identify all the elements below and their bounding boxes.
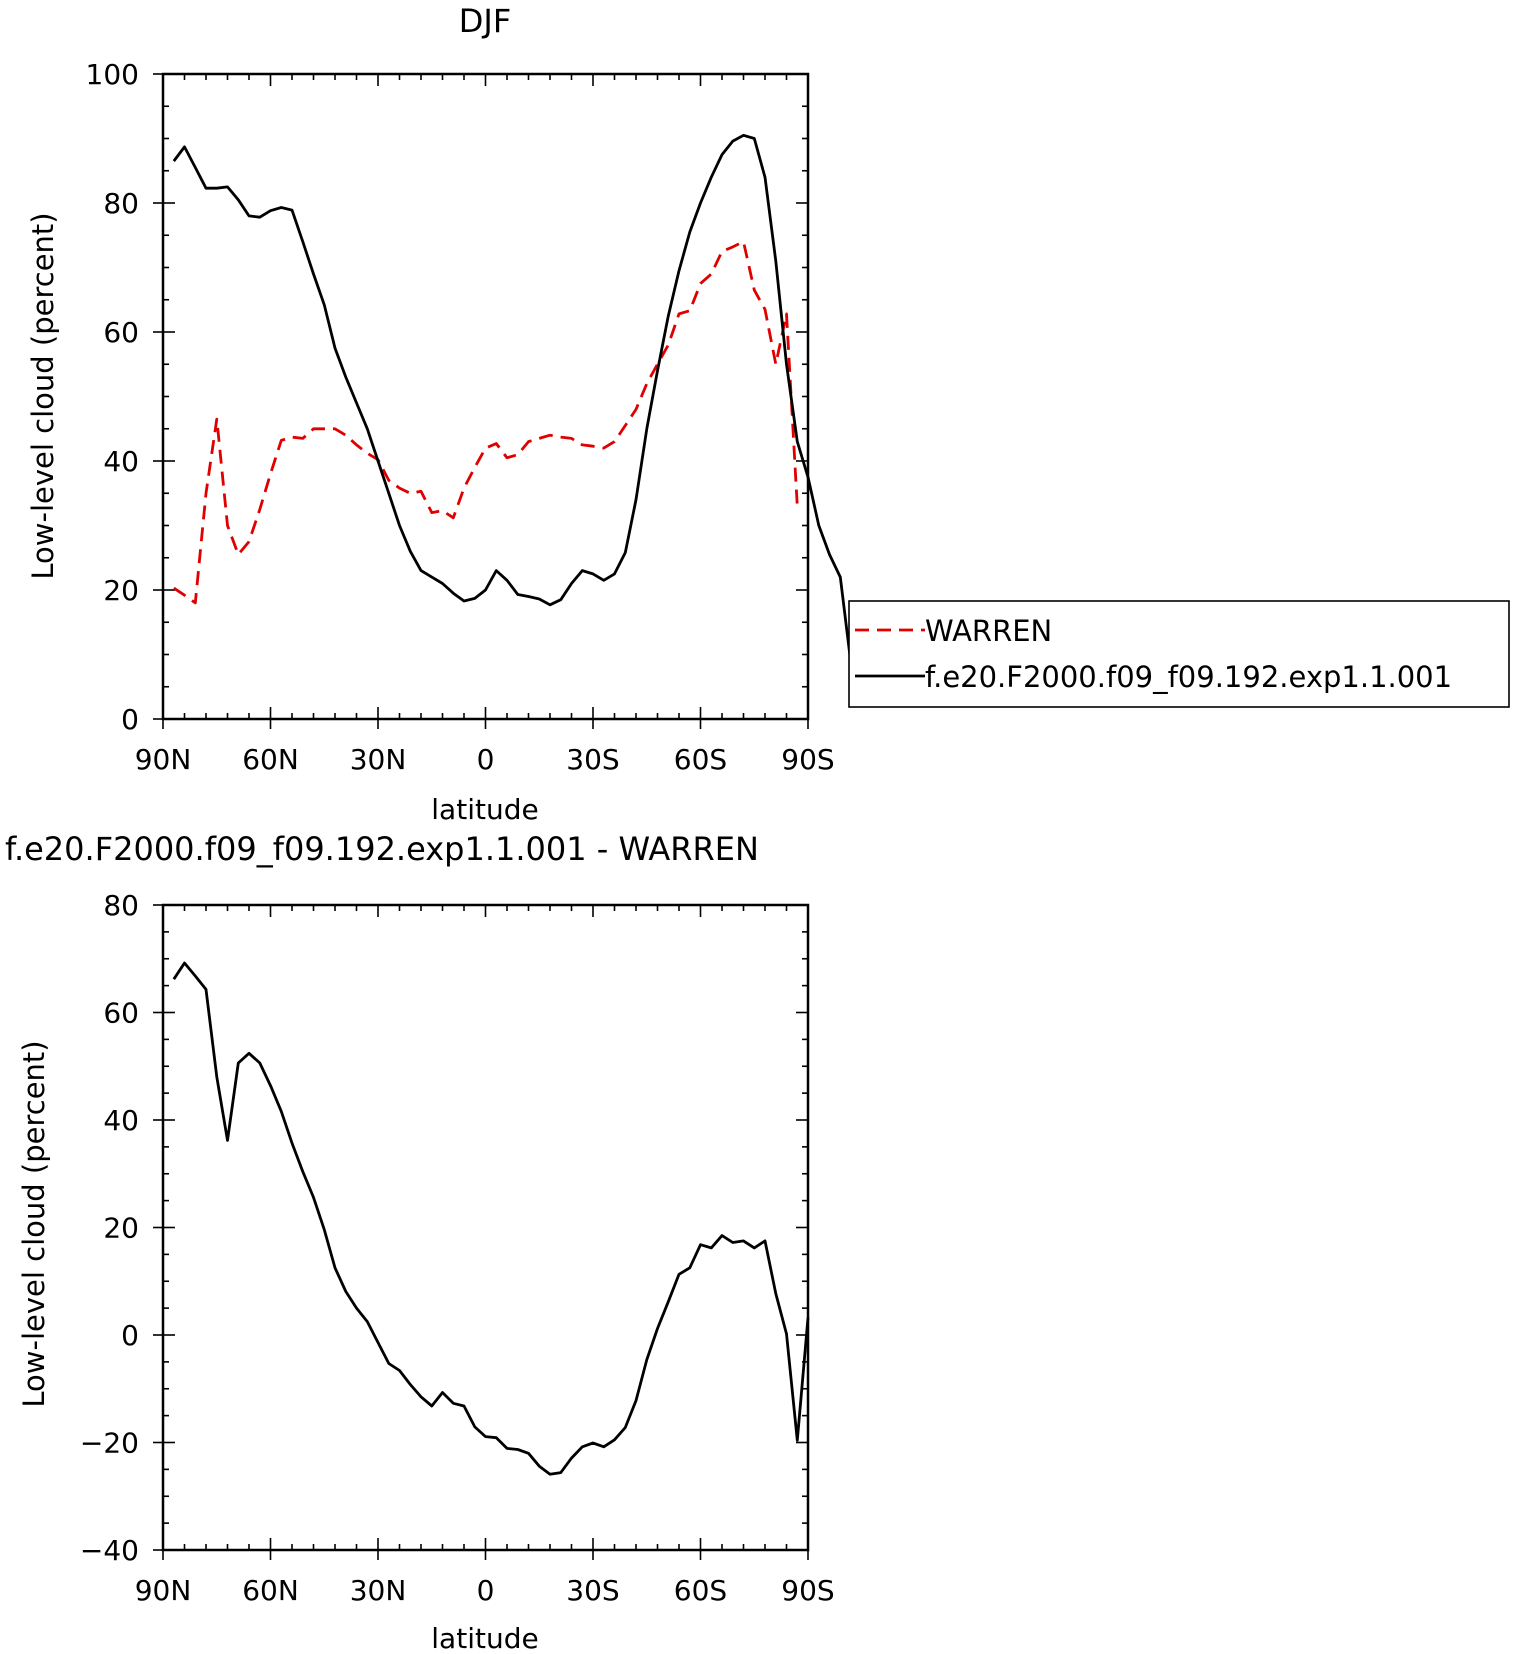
top-y-tick-label: 60	[103, 316, 139, 349]
top-x-tick-label: 60N	[242, 743, 299, 776]
bottom-x-tick-label: 30S	[566, 1574, 619, 1607]
bottom-y-tick-label: −20	[80, 1427, 139, 1460]
top-panel: DJF 0 20 40 60 80 100 90N 60N 30N 0 30S 60S 90S Low…	[26, 2, 1510, 826]
bottom-y-axis-label: Low-level cloud (percent)	[17, 1040, 51, 1407]
bottom-x-tick-label: 90S	[781, 1574, 834, 1607]
legend-label-warren: WARREN	[925, 614, 1052, 648]
top-title: DJF	[459, 2, 511, 40]
bottom-x-tick-label: 30N	[350, 1574, 407, 1607]
bottom-y-tick-label: 80	[103, 889, 139, 922]
top-series-lines	[172, 133, 853, 665]
bottom-title: f.e20.F2000.f09_f09.192.exp1.1.001 - WAR…	[5, 830, 759, 868]
top-y-tick-label: 80	[103, 187, 139, 220]
top-x-tick-labels: 90N 60N 30N 0 30S 60S 90S	[135, 743, 835, 776]
top-ticks	[153, 73, 809, 729]
bottom-x-tick-label: 60S	[674, 1574, 727, 1607]
top-y-tick-label: 20	[103, 574, 139, 607]
bottom-y-tick-labels: −40 −20 0 20 40 60 80	[80, 889, 139, 1567]
bottom-x-tick-label: 60N	[242, 1574, 299, 1607]
bottom-y-tick-label: 60	[103, 997, 139, 1030]
bottom-plot-frame	[161, 903, 810, 1552]
top-y-tick-label: 100	[86, 58, 139, 91]
top-x-axis-label: latitude	[431, 793, 538, 826]
legend: WARREN f.e20.F2000.f09_f09.192.exp1.1.00…	[848, 600, 1510, 708]
top-y-tick-label: 40	[103, 445, 139, 478]
bottom-y-tick-label: 40	[103, 1104, 139, 1137]
bottom-ticks	[153, 904, 809, 1560]
top-x-tick-label: 0	[477, 743, 495, 776]
top-y-axis-label: Low-level cloud (percent)	[26, 212, 60, 579]
bottom-x-tick-labels: 90N 60N 30N 0 30S 60S 90S	[135, 1574, 835, 1607]
legend-box	[848, 600, 1510, 708]
bottom-series-line-0	[172, 961, 810, 1476]
bottom-y-tick-label: −40	[80, 1534, 139, 1567]
top-x-tick-label: 30S	[566, 743, 619, 776]
top-series-line-0	[173, 240, 799, 605]
top-x-tick-label: 90N	[135, 743, 192, 776]
top-y-tick-label: 0	[121, 703, 139, 736]
bottom-x-axis-label: latitude	[431, 1622, 538, 1654]
top-x-tick-label: 90S	[781, 743, 834, 776]
top-x-tick-label: 60S	[674, 743, 727, 776]
bottom-panel: f.e20.F2000.f09_f09.192.exp1.1.001 - WAR…	[5, 830, 835, 1654]
bottom-series-lines	[172, 961, 810, 1476]
top-plot-frame	[161, 72, 810, 721]
bottom-x-tick-label: 90N	[135, 1574, 192, 1607]
bottom-y-tick-label: 0	[121, 1319, 139, 1352]
top-y-tick-labels: 0 20 40 60 80 100	[86, 58, 139, 736]
bottom-x-tick-label: 0	[477, 1574, 495, 1607]
top-x-tick-label: 30N	[350, 743, 407, 776]
top-series-line-1	[172, 133, 853, 665]
bottom-y-tick-label: 20	[103, 1212, 139, 1245]
legend-label-model: f.e20.F2000.f09_f09.192.exp1.1.001	[925, 660, 1452, 694]
